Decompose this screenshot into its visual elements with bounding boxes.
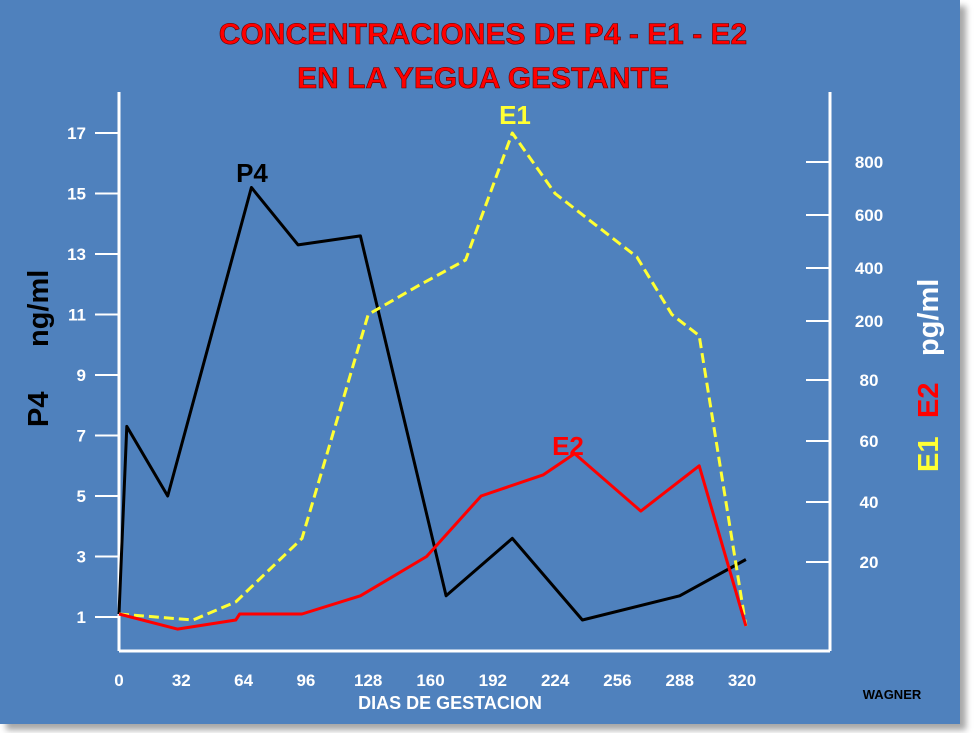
right-tick-label: 60 <box>860 432 879 451</box>
series-lines <box>117 131 748 631</box>
right-tick-label: 40 <box>860 493 879 512</box>
left-tick-label: 7 <box>77 427 86 446</box>
left-tick-label: 17 <box>67 124 86 143</box>
slide-background: CONCENTRACIONES DE P4 - E1 - E2 EN LA YE… <box>0 0 960 724</box>
x-tick-label: 224 <box>541 671 570 690</box>
x-tick-label: 288 <box>666 671 694 690</box>
series-label-p4: P4 <box>236 158 268 188</box>
right-axis-title-e1: E1 <box>913 437 945 472</box>
x-axis-title: DIAS DE GESTACION <box>358 693 542 713</box>
left-tick-label: 3 <box>77 548 86 567</box>
right-tick-label: 600 <box>855 206 883 225</box>
right-tick-label: 400 <box>855 259 883 278</box>
x-tick-label: 160 <box>416 671 444 690</box>
right-tick-label: 200 <box>855 312 883 331</box>
left-tick-label: 5 <box>77 487 86 506</box>
series-label-e1: E1 <box>499 100 531 130</box>
x-tick-label: 128 <box>354 671 382 690</box>
series-label-e2: E2 <box>552 431 584 461</box>
x-tick-label: 192 <box>479 671 507 690</box>
series-line-e2 <box>118 452 748 631</box>
left-tick-label: 13 <box>67 245 86 264</box>
left-tick-label: 1 <box>77 608 86 627</box>
right-axis-title-unit: pg/ml <box>913 279 945 356</box>
left-axis-title-p4: P4 <box>23 392 55 427</box>
right-tick-label: 20 <box>860 553 879 572</box>
credit-label: WAGNER <box>863 687 922 702</box>
left-tick-label: 9 <box>77 366 86 385</box>
left-tick-label: 15 <box>67 185 86 204</box>
x-tick-label: 32 <box>172 671 191 690</box>
x-tick-label: 256 <box>603 671 631 690</box>
x-tick-label: 64 <box>234 671 253 690</box>
x-tick-label: 0 <box>114 671 123 690</box>
right-tick-label: 800 <box>855 153 883 172</box>
x-tick-label: 320 <box>728 671 756 690</box>
x-tick-label: 96 <box>296 671 315 690</box>
series-line-e1 <box>118 131 748 627</box>
chart-title-line-1: CONCENTRACIONES DE P4 - E1 - E2 <box>219 18 747 51</box>
chart-title-line-2: EN LA YEGUA GESTANTE <box>297 62 669 95</box>
left-axis-title-unit: ng/ml <box>23 270 55 347</box>
left-tick-label: 11 <box>68 306 86 325</box>
axes <box>95 92 832 653</box>
right-tick-label: 80 <box>860 371 879 390</box>
series-line-p4 <box>117 186 747 622</box>
right-axis-title-e2: E2 <box>913 383 945 418</box>
line-chart: CONCENTRACIONES DE P4 - E1 - E2 EN LA YE… <box>23 18 945 713</box>
